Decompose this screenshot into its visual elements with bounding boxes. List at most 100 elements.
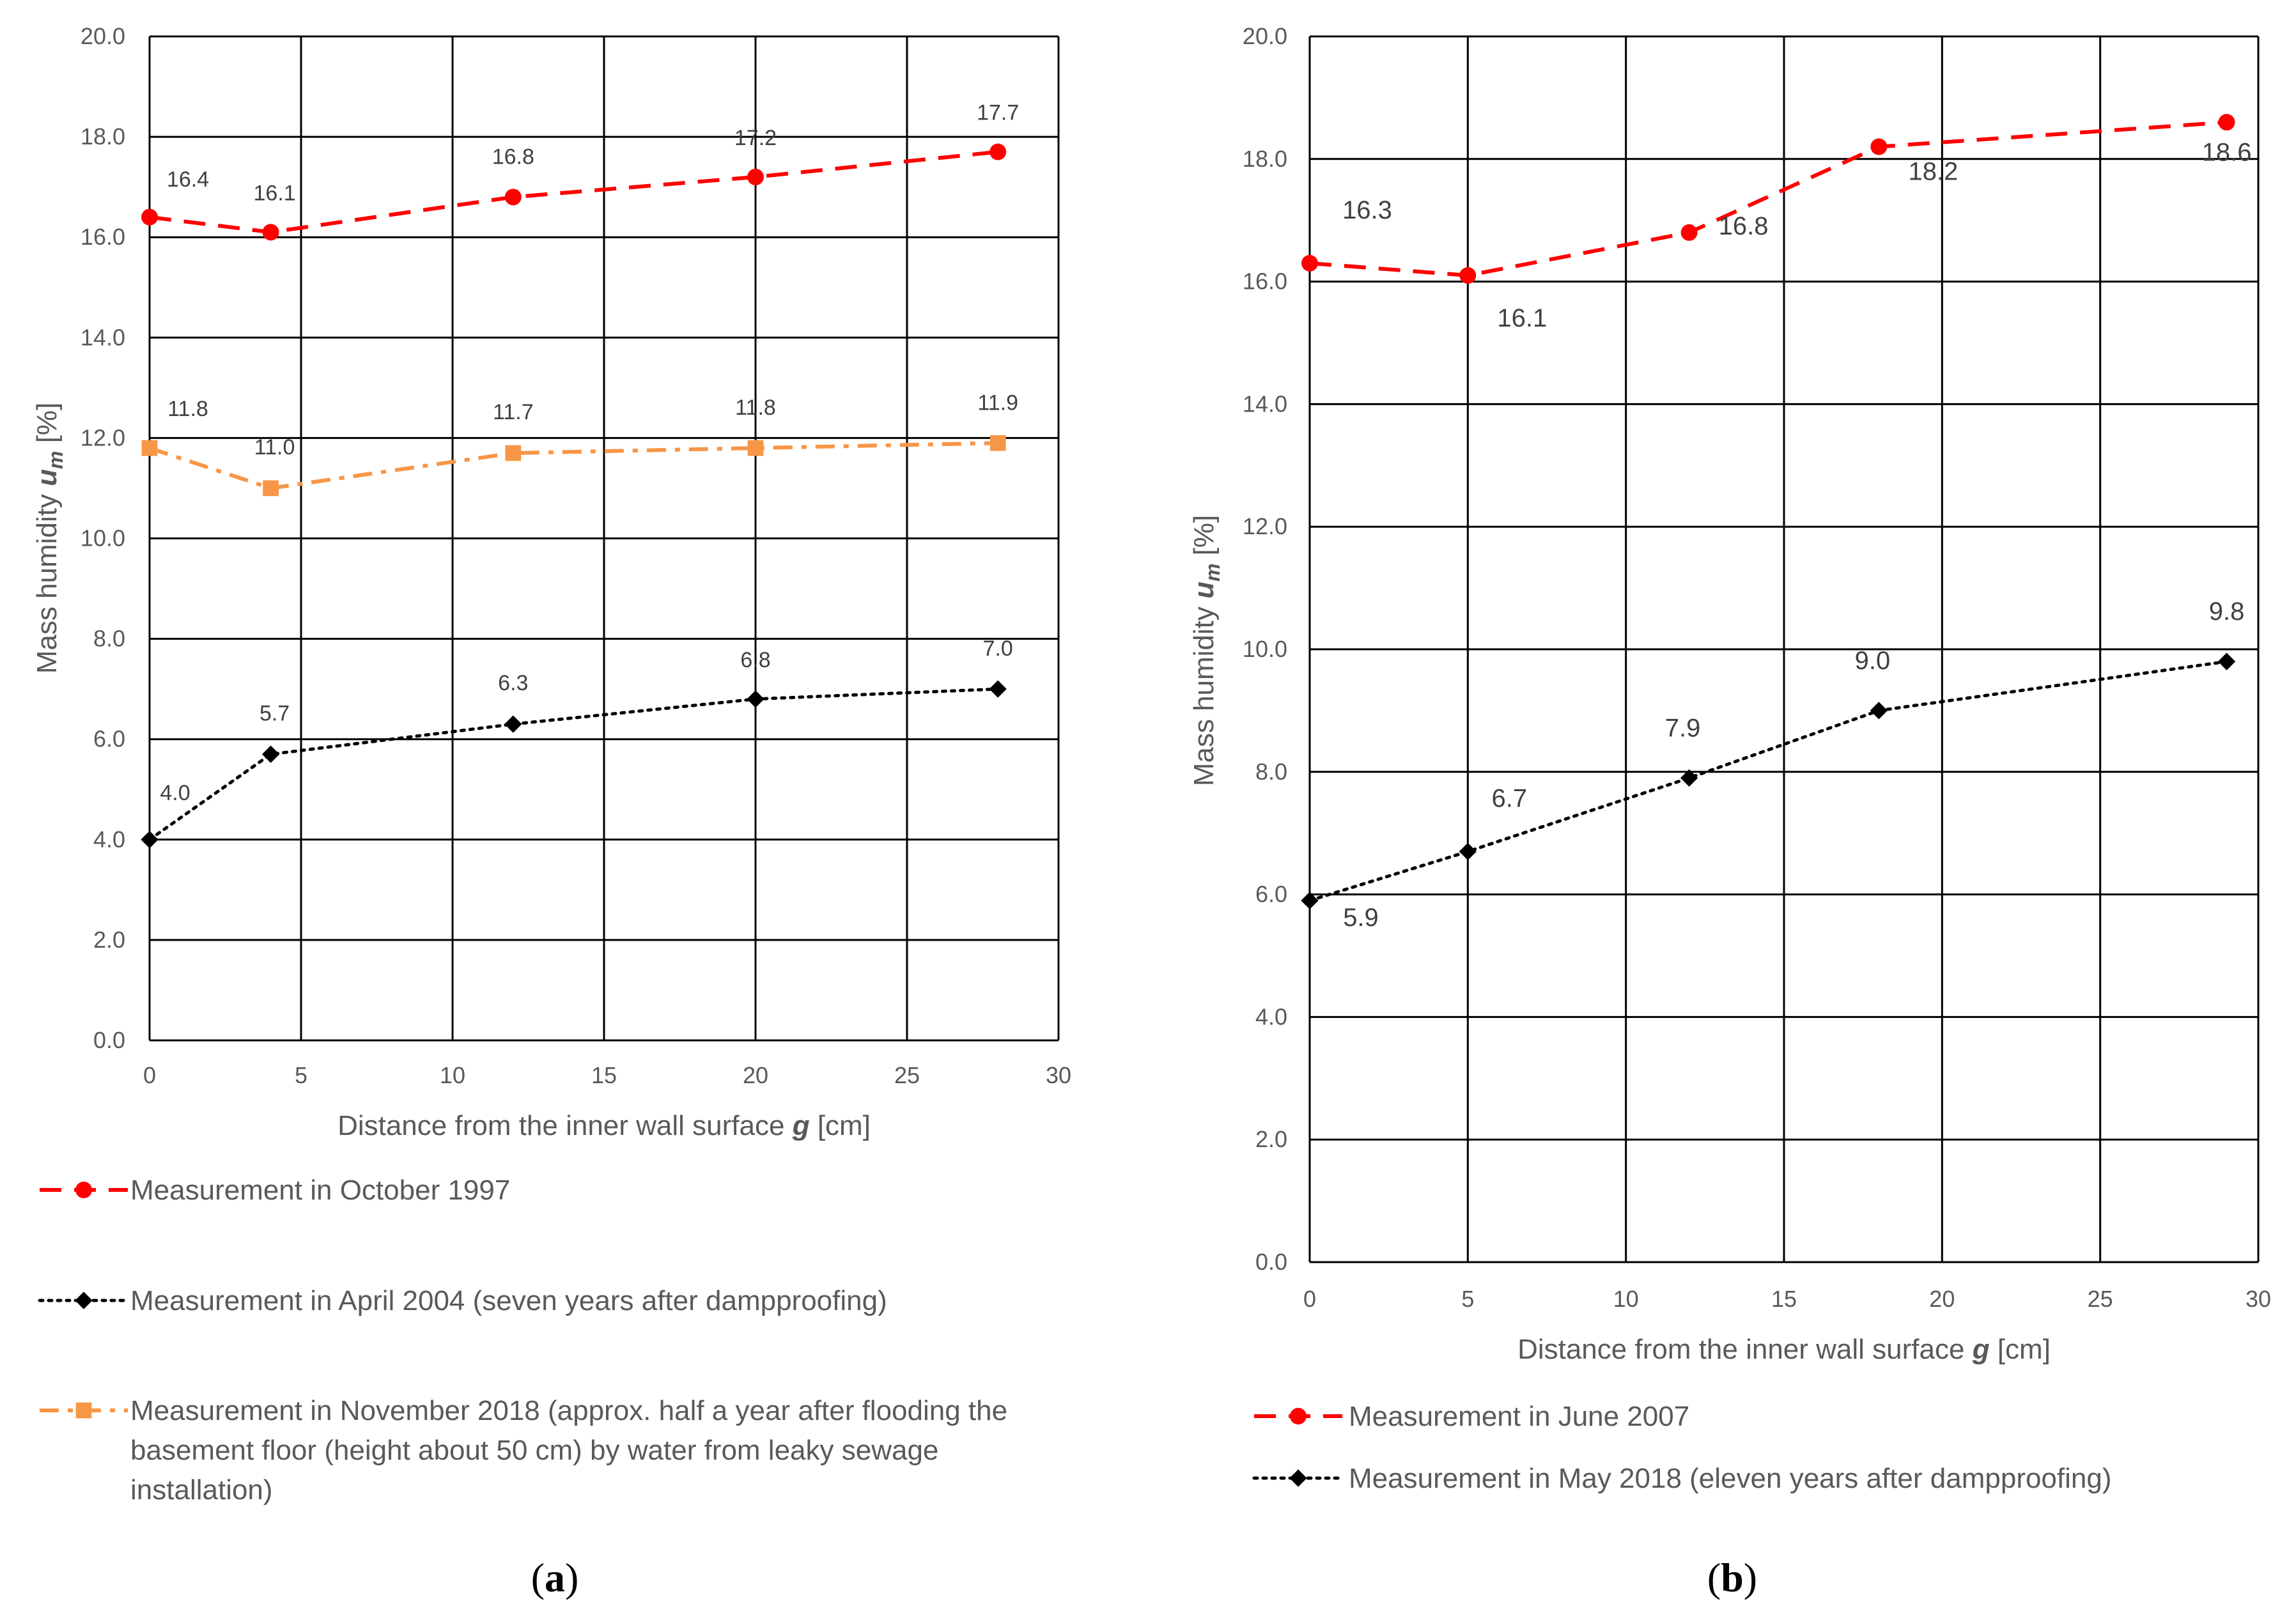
legend-swatch-marker xyxy=(75,1292,93,1309)
y-tick-label: 18.0 xyxy=(81,123,125,150)
series-1: 16.4 16.1 16.8 17.2 17.7 xyxy=(141,101,1019,241)
series-line xyxy=(149,150,998,235)
data-label: 11.9 xyxy=(977,390,1018,415)
data-label: 16.4 xyxy=(167,167,209,192)
data-label: 6.7 xyxy=(1492,784,1528,812)
panel-caption: (a) xyxy=(531,1555,579,1600)
y-tick-label: 0.0 xyxy=(93,1027,125,1053)
data-label: 16.8 xyxy=(492,144,534,169)
data-point xyxy=(141,208,158,226)
y-tick-label: 20.0 xyxy=(1243,23,1287,49)
data-label: 16.8 xyxy=(1719,212,1769,240)
data-point xyxy=(747,440,764,456)
y-axis-title: Mass humidity um [%] xyxy=(1188,515,1224,787)
y-tick-label: 8.0 xyxy=(93,626,125,652)
gridlines xyxy=(1308,35,2260,1263)
x-tick-label: 25 xyxy=(2088,1286,2113,1312)
data-point xyxy=(261,745,280,763)
x-tick-label: 15 xyxy=(1771,1286,1797,1312)
data-point xyxy=(2218,114,2235,131)
series-line xyxy=(1308,660,2229,902)
series-3: 4.0 5.7 6.3 6.8 7.0 xyxy=(141,636,1013,849)
data-label: 5.7 xyxy=(260,701,290,725)
data-label: 7.9 xyxy=(1665,714,1701,742)
y-tick-label: 0.0 xyxy=(1255,1249,1287,1275)
chart-panel-a: 0.0 2.0 4.0 6.0 8.0 10.0 12.0 14.0 16.0 18.0 20.0 0… xyxy=(31,23,1071,1600)
data-label: 6.8 xyxy=(740,648,770,672)
y-tick-label: 8.0 xyxy=(1255,759,1287,785)
y-tick-label: 6.0 xyxy=(1255,881,1287,907)
series-2: 5.9 6.7 7.9 9.0 9.8 xyxy=(1301,598,2244,932)
data-point xyxy=(263,480,279,497)
data-label: 18.6 xyxy=(2202,138,2252,166)
data-label: 11.8 xyxy=(167,397,208,421)
legend-label: installation) xyxy=(130,1474,273,1506)
legend-swatch-marker xyxy=(75,1182,92,1198)
x-tick-label: 25 xyxy=(894,1062,920,1088)
legend-label: Measurement in November 2018 (approx. ha… xyxy=(130,1395,1007,1426)
gridlines xyxy=(148,35,1060,1042)
legend-label: Measurement in June 2007 xyxy=(1349,1401,1689,1432)
data-point xyxy=(1680,224,1698,241)
data-label: 6.3 xyxy=(498,671,528,695)
x-tick-label: 10 xyxy=(440,1062,465,1088)
data-point xyxy=(989,435,1006,451)
y-tick-label: 4.0 xyxy=(1255,1003,1287,1030)
data-point xyxy=(1680,769,1698,787)
legend-item: Measurement in May 2018 (eleven years af… xyxy=(1252,1463,2112,1494)
y-axis-title: Mass humidity um [%] xyxy=(31,403,67,674)
x-tick-label: 30 xyxy=(1046,1062,1071,1088)
x-axis-title: Distance from the inner wall surface g [… xyxy=(337,1110,871,1141)
data-label: 9.8 xyxy=(2209,598,2245,626)
data-label: 16.1 xyxy=(1497,304,1547,332)
data-label: 18.2 xyxy=(1908,158,1958,186)
legend-item: Measurement in June 2007 xyxy=(1254,1401,1689,1432)
legend: Measurement in October 1997 Measurement i… xyxy=(38,1175,1007,1506)
y-tick-label: 14.0 xyxy=(1243,390,1287,417)
y-tick-label: 12.0 xyxy=(81,424,125,451)
x-tick-label: 20 xyxy=(743,1062,768,1088)
y-tick-label: 14.0 xyxy=(81,324,125,350)
panel-caption: (b) xyxy=(1707,1555,1757,1600)
y-tick-label: 16.0 xyxy=(81,224,125,250)
data-label: 9.0 xyxy=(1855,647,1891,675)
data-point xyxy=(989,143,1007,160)
data-point xyxy=(989,680,1007,698)
legend-label: Measurement in May 2018 (eleven years af… xyxy=(1349,1463,2112,1494)
y-tick-label: 4.0 xyxy=(93,826,125,852)
data-point xyxy=(1459,842,1477,861)
chart-panel-b: 0.0 2.0 4.0 6.0 8.0 10.0 12.0 14.0 16.0 18.0 20.0 0… xyxy=(1188,23,2271,1600)
y-tick-label: 6.0 xyxy=(93,726,125,752)
x-tick-label: 20 xyxy=(1929,1286,1955,1312)
series-2: 11.8 11.0 11.7 11.8 11.9 xyxy=(141,390,1018,497)
y-tick-label: 2.0 xyxy=(93,927,125,953)
x-tick-label: 30 xyxy=(2246,1286,2271,1312)
data-label: 17.2 xyxy=(734,126,777,150)
data-point xyxy=(1870,138,1888,155)
data-point xyxy=(504,189,522,206)
data-point xyxy=(141,440,158,456)
series-line xyxy=(149,441,998,491)
x-tick-label: 15 xyxy=(591,1062,617,1088)
data-point xyxy=(262,224,279,241)
data-point xyxy=(747,690,764,708)
legend-label: Measurement in April 2004 (seven years a… xyxy=(130,1285,887,1316)
data-point xyxy=(505,445,522,461)
data-point xyxy=(2217,652,2236,670)
legend-label: basement floor (height about 50 cm) by w… xyxy=(130,1435,938,1466)
x-axis-title: Distance from the inner wall surface g [… xyxy=(1517,1334,2051,1365)
data-label: 16.1 xyxy=(254,181,296,205)
y-tick-label: 20.0 xyxy=(81,23,125,49)
data-label: 4.0 xyxy=(160,781,190,805)
y-tick-label: 16.0 xyxy=(1243,268,1287,295)
y-tick-label: 10.0 xyxy=(1243,636,1287,662)
data-point xyxy=(504,715,522,733)
data-point xyxy=(1301,891,1319,909)
y-tick-label: 18.0 xyxy=(1243,146,1287,172)
x-tick-label: 5 xyxy=(1461,1286,1474,1312)
data-label: 11.8 xyxy=(735,396,776,420)
legend-item: Measurement in April 2004 (seven years a… xyxy=(38,1285,887,1316)
y-tick-label: 12.0 xyxy=(1243,513,1287,539)
data-point xyxy=(1301,254,1318,272)
